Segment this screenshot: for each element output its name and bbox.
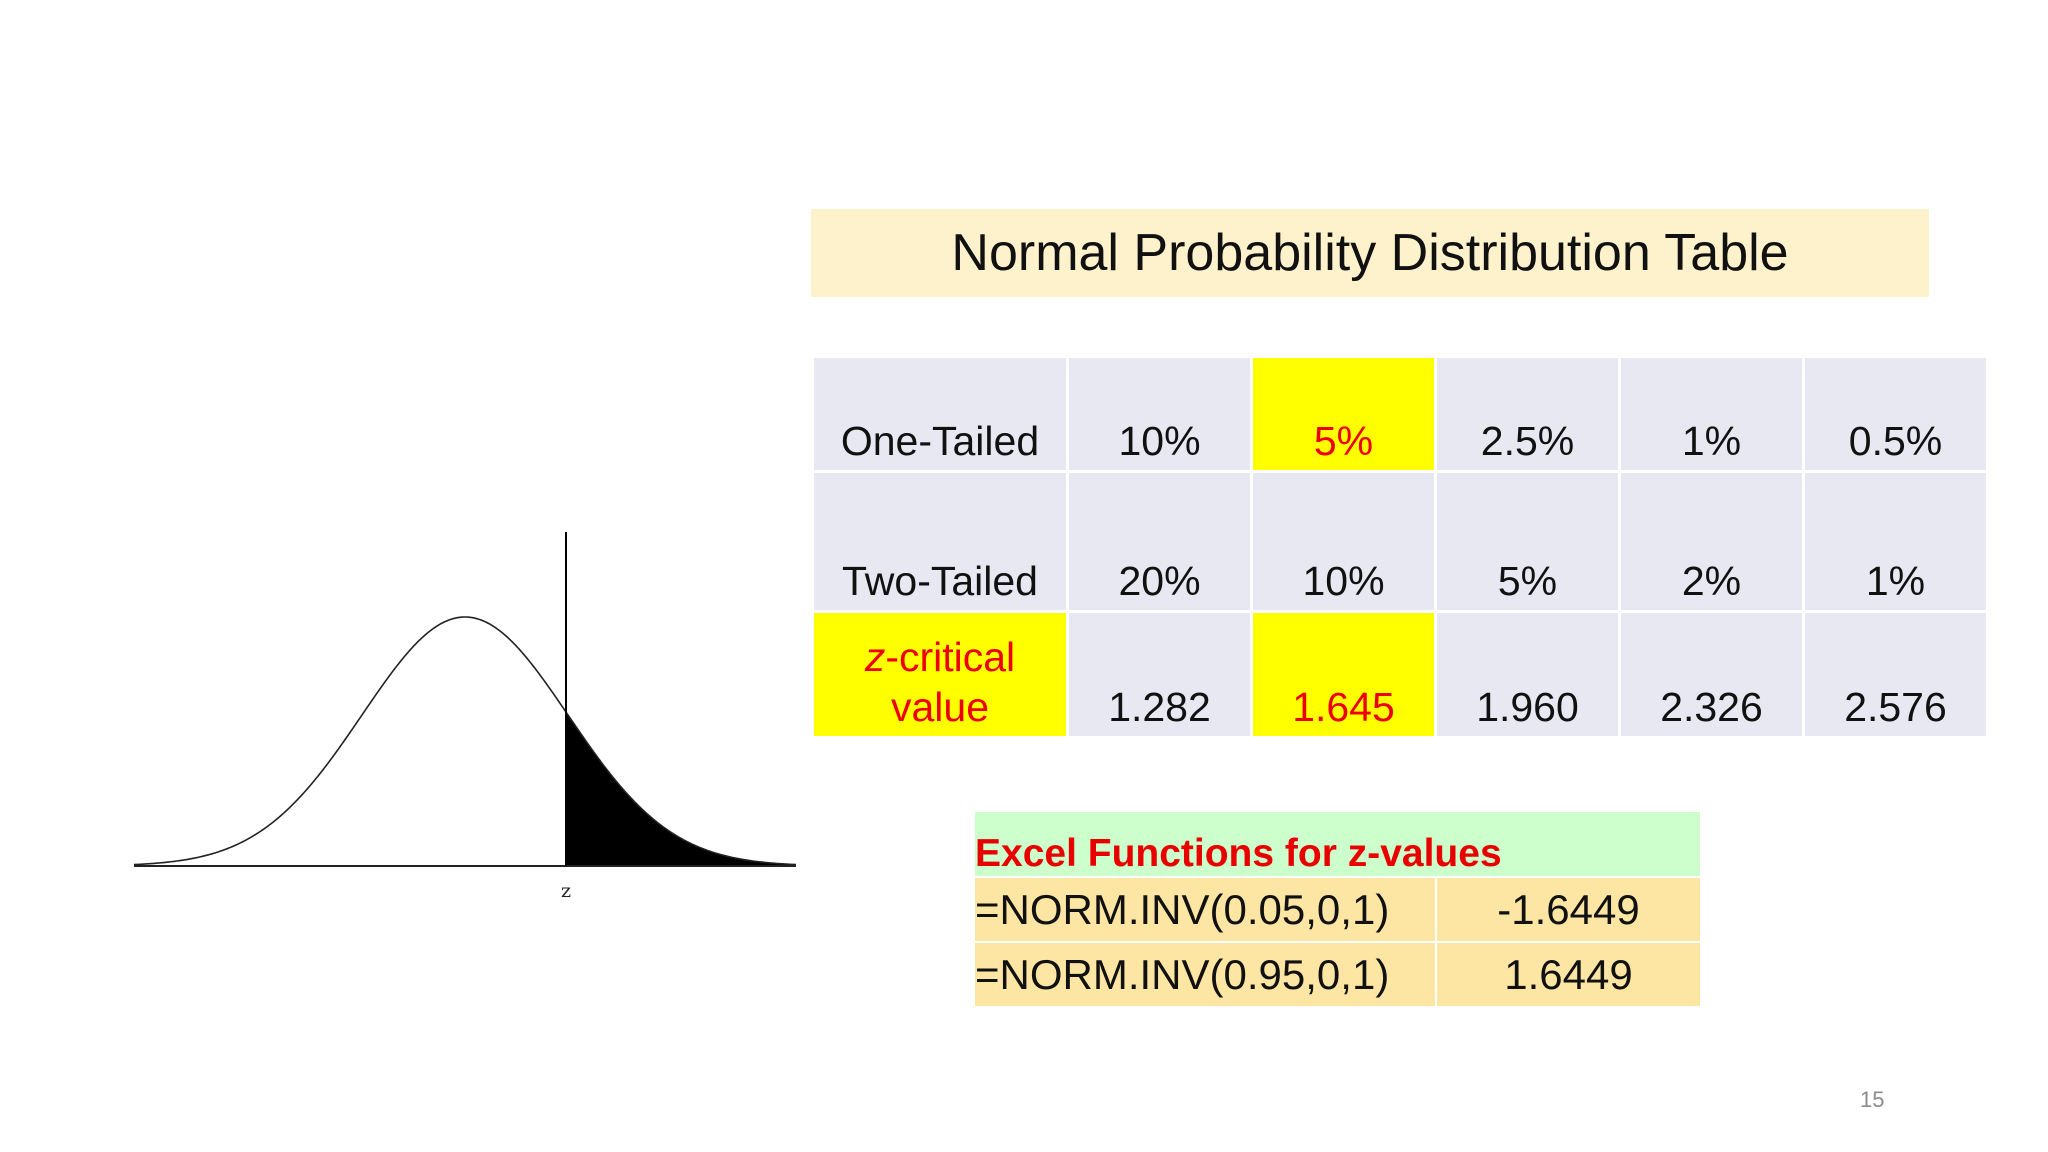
one-tailed-row: One-Tailed 10% 5% 2.5% 1% 0.5% bbox=[814, 358, 1986, 470]
table-cell: 10% bbox=[1253, 473, 1434, 610]
table-cell: 2.576 bbox=[1805, 613, 1986, 736]
z-critical-table: One-Tailed 10% 5% 2.5% 1% 0.5% Two-Taile… bbox=[811, 355, 1989, 739]
table-cell: 2.326 bbox=[1621, 613, 1802, 736]
excel-formula: =NORM.INV(0.95,0,1) bbox=[975, 943, 1435, 1006]
table-cell: 20% bbox=[1069, 473, 1250, 610]
table-cell: 10% bbox=[1069, 358, 1250, 470]
table-title: Normal Probability Distribution Table bbox=[811, 209, 1929, 297]
excel-formula: =NORM.INV(0.05,0,1) bbox=[975, 878, 1435, 941]
table-cell: 1% bbox=[1621, 358, 1802, 470]
table-cell: 2.5% bbox=[1437, 358, 1618, 470]
excel-functions-table: Excel Functions for z-values =NORM.INV(0… bbox=[973, 810, 1702, 1008]
table-cell: 1.282 bbox=[1069, 613, 1250, 736]
excel-row: =NORM.INV(0.05,0,1) -1.6449 bbox=[975, 878, 1700, 941]
z-critical-label: z-critical value bbox=[814, 613, 1066, 736]
z-critical-text: -critical bbox=[885, 633, 1016, 680]
z-critical-value-text: value bbox=[890, 683, 989, 730]
z-italic: z bbox=[864, 633, 886, 680]
table-cell-highlighted: 1.645 bbox=[1253, 613, 1434, 736]
excel-heading-row: Excel Functions for z-values bbox=[975, 812, 1700, 876]
two-tailed-row: Two-Tailed 20% 10% 5% 2% 1% bbox=[814, 473, 1986, 610]
table-cell: 1.960 bbox=[1437, 613, 1618, 736]
table-cell: 5% bbox=[1437, 473, 1618, 610]
right-tail-shaded-area bbox=[566, 712, 796, 866]
table-cell: 0.5% bbox=[1805, 358, 1986, 470]
z-critical-row: z-critical value 1.282 1.645 1.960 2.326… bbox=[814, 613, 1986, 736]
table-cell: 2% bbox=[1621, 473, 1802, 610]
z-axis-label: z bbox=[561, 880, 571, 902]
normal-curve-figure: z bbox=[133, 532, 797, 902]
excel-result: 1.6449 bbox=[1437, 943, 1700, 1006]
one-tailed-label: One-Tailed bbox=[814, 358, 1066, 470]
excel-row: =NORM.INV(0.95,0,1) 1.6449 bbox=[975, 943, 1700, 1006]
table-cell: 1% bbox=[1805, 473, 1986, 610]
excel-result: -1.6449 bbox=[1437, 878, 1700, 941]
bell-curve-line bbox=[133, 616, 797, 866]
excel-heading: Excel Functions for z-values bbox=[975, 812, 1700, 876]
two-tailed-label: Two-Tailed bbox=[814, 473, 1066, 610]
page-number: 15 bbox=[1860, 1087, 1885, 1112]
table-cell-highlighted: 5% bbox=[1253, 358, 1434, 470]
